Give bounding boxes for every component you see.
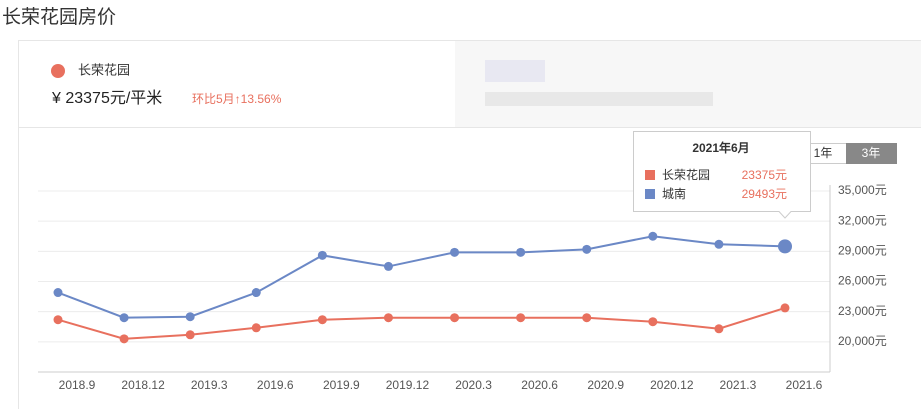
data-point [251,323,261,333]
page-title: 长荣花园房价 [2,6,116,28]
data-point [780,303,790,313]
plot: 20,000元 23,000元 26,000元 29,000元 32,000元 35,00… [38,183,887,392]
data-point [450,313,460,323]
header-change: 环比5月↑13.56% [192,92,282,106]
data-point [450,247,460,257]
data-point [119,334,129,344]
data-point [778,239,792,254]
tooltip-swatch [645,189,655,199]
blur [485,92,713,106]
data-point [582,244,592,254]
data-point [317,315,327,325]
button-label[interactable]: 1年 [814,146,833,160]
tooltip-name: 长荣花园 [662,167,710,182]
blur [485,60,545,82]
y-tick-label: 23,000元 [838,304,887,318]
data-point [516,247,526,257]
data-point [53,315,63,325]
x-tick-label: 2020.3 [455,378,492,392]
y-tick-label: 32,000元 [838,213,887,227]
legend-dot [51,64,65,78]
x-tick-label: 2019.3 [191,378,228,392]
tooltip-swatch [645,170,655,180]
data-point [185,312,195,322]
x-tick-label: 2021.3 [720,378,757,392]
tooltip-box [633,131,811,219]
x-tick-label: 2019.6 [257,378,294,392]
x-tick-label: 2018.12 [121,378,165,392]
y-tick-label: 35,000元 [838,183,887,197]
x-tick-label: 2020.6 [521,378,558,392]
tooltip-title: 2021年6月 [692,140,749,155]
y-tick-label: 26,000元 [838,274,887,288]
y-tick-label: 20,000元 [838,334,887,348]
tooltip-value: 23375元 [742,168,787,182]
data-point [185,330,195,340]
data-point [317,250,327,260]
blurred-panel [455,41,921,127]
data-point [648,231,658,241]
data-point [119,313,129,323]
data-point [714,324,724,334]
button-label[interactable]: 3年 [862,146,881,160]
x-tick-label: 2019.12 [386,378,430,392]
data-point [383,261,393,271]
x-tick-label: 2020.12 [650,378,694,392]
header-name: 长荣花园 [78,62,130,77]
series-line [57,235,786,319]
data-point [582,313,592,323]
y-tick-label: 29,000元 [838,244,887,258]
data-point [251,288,261,298]
tooltip-value: 29493元 [742,187,787,201]
tooltip-name: 城南 [662,186,686,201]
button-active[interactable] [846,143,897,164]
x-tick-label: 2018.9 [59,378,96,392]
data-point [53,288,63,298]
tooltip: 2021年6月 长荣花园 23375元 城南 29493元 [633,131,811,219]
data-point [714,239,724,249]
series-line [57,306,786,340]
data-point [383,313,393,323]
x-tick-label: 2019.9 [323,378,360,392]
data-point [516,313,526,323]
data-point [648,317,658,327]
header-price: ¥ 23375元/平米 [51,89,162,107]
x-tick-label: 2021.6 [786,378,823,392]
x-tick-label: 2020.9 [587,378,624,392]
